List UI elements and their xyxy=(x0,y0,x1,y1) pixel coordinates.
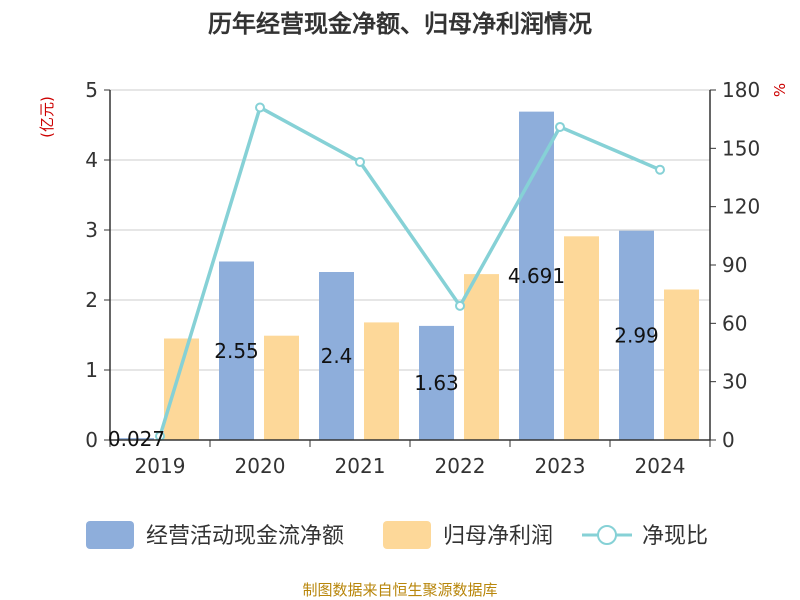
axes: 0 1 2 3 4 5 0 30 60 90 120 150 180 2019 2020 2021 2022 20… xyxy=(85,78,760,478)
bar-net-profit xyxy=(264,335,299,440)
y-left-tick-label: 4 xyxy=(85,148,98,172)
x-tick-label: 2022 xyxy=(435,454,486,478)
data-labels: 0.027 2.55 2.4 1.63 4.691 2.99 xyxy=(108,264,659,451)
y-right-tick-label: 120 xyxy=(722,195,760,219)
bar-net-profit xyxy=(664,289,699,440)
y-right-tick-label: 180 xyxy=(722,78,760,102)
y-left-tick-label: 1 xyxy=(85,358,98,382)
ratio-point xyxy=(355,156,365,167)
bar-net-profit xyxy=(464,274,499,440)
bar-net-profit xyxy=(564,236,599,440)
bar-net-profit xyxy=(364,322,399,440)
source-note: 制图数据来自恒生聚源数据库 xyxy=(302,581,497,599)
y-left-unit: (亿元) xyxy=(38,96,56,138)
y-right-tick-label: 90 xyxy=(722,253,747,277)
y-right-tick-label: 0 xyxy=(722,428,735,452)
bars xyxy=(119,111,699,440)
data-label: 1.63 xyxy=(414,371,459,395)
data-label: 2.55 xyxy=(214,339,259,363)
bar-cash-flow xyxy=(319,272,354,440)
bar-cash-flow xyxy=(119,438,154,440)
x-tick-label: 2019 xyxy=(135,454,186,478)
x-tick-label: 2024 xyxy=(635,454,686,478)
bar-cash-flow xyxy=(619,230,654,440)
ratio-point xyxy=(655,164,665,175)
y-right-tick-label: 150 xyxy=(722,136,760,160)
line-series xyxy=(155,102,665,442)
y-left-tick-label: 5 xyxy=(85,78,98,102)
y-left-tick-label: 0 xyxy=(85,428,98,452)
legend: 经营活动现金流净额 归母净利润 净现比 xyxy=(86,521,708,549)
bar-cash-flow xyxy=(219,261,254,440)
x-tick-label: 2021 xyxy=(335,454,386,478)
x-tick-label: 2020 xyxy=(235,454,286,478)
ratio-point xyxy=(255,102,265,113)
data-label: 2.4 xyxy=(321,344,353,368)
y-right-unit: % xyxy=(771,83,789,97)
legend-marker-ratio xyxy=(597,525,617,545)
legend-label: 净现比 xyxy=(642,524,708,549)
bar-net-profit xyxy=(164,338,199,440)
legend-label: 归母净利润 xyxy=(443,524,553,549)
y-left-tick-label: 3 xyxy=(85,218,98,242)
chart-title: 历年经营现金净额、归母净利润情况 xyxy=(208,10,592,38)
data-label: 2.99 xyxy=(614,323,659,347)
y-right-tick-label: 30 xyxy=(722,370,747,394)
bar-cash-flow xyxy=(419,325,454,440)
y-left-tick-label: 2 xyxy=(85,288,98,312)
ratio-point xyxy=(555,121,565,132)
data-label: 4.691 xyxy=(508,264,565,288)
ratio-point xyxy=(455,300,465,311)
legend-label: 经营活动现金流净额 xyxy=(146,524,344,549)
x-tick-label: 2023 xyxy=(535,454,586,478)
y-right-tick-label: 60 xyxy=(722,311,747,335)
legend-swatch-cash-flow xyxy=(86,521,134,549)
legend-swatch-net-profit xyxy=(383,521,431,549)
data-label: 0.027 xyxy=(108,427,165,451)
ratio-line xyxy=(158,104,661,437)
